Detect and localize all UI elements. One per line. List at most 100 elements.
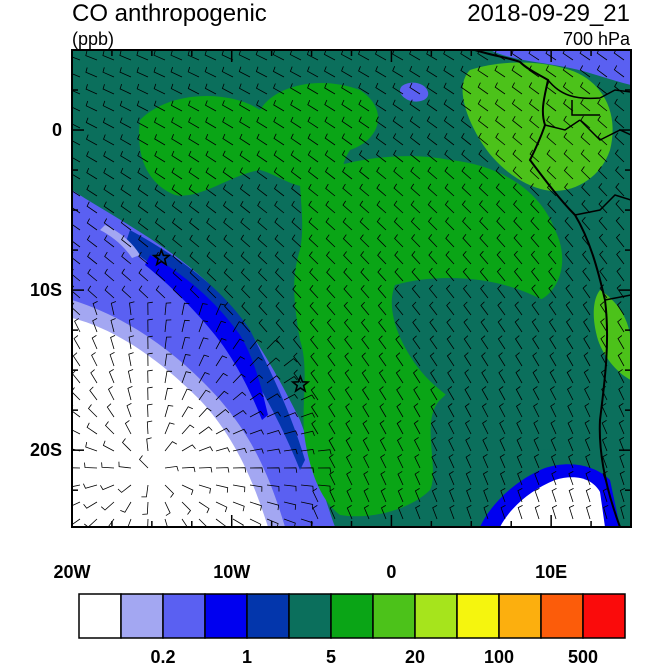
wind-barb: [240, 200, 251, 214]
wind-barb: [614, 132, 625, 146]
wind-barb: [232, 391, 247, 401]
wind-barb: [477, 99, 489, 112]
y-tick-label: 10S: [29, 280, 62, 301]
wind-barb: [412, 318, 421, 333]
wind-barb: [512, 166, 523, 180]
wind-barb: [583, 335, 591, 350]
wind-barb: [257, 251, 268, 265]
wind-barb: [215, 338, 227, 350]
wind-barb: [172, 268, 183, 282]
wind-barb: [317, 484, 331, 492]
wind-barb: [153, 50, 166, 61]
wind-barb: [566, 369, 574, 384]
wind-barb: [598, 199, 608, 214]
wind-barb: [362, 437, 370, 452]
wind-barb: [598, 233, 608, 248]
country-borders: [544, 79, 631, 301]
wind-barb: [411, 284, 421, 299]
wind-barb: [84, 462, 98, 469]
wind-barb: [343, 318, 353, 333]
wind-barb: [290, 100, 302, 112]
wind-barb: [426, 65, 438, 78]
wind-barb: [529, 132, 540, 146]
wind-barb: [266, 430, 281, 436]
wind-barb: [164, 501, 171, 516]
wind-barb: [119, 67, 132, 78]
wind-barb: [566, 352, 574, 367]
x-tick-label: 0: [386, 562, 397, 582]
wind-barb: [121, 235, 132, 248]
wind-barb: [341, 83, 353, 95]
wind-barb: [477, 116, 489, 129]
wind-barb: [514, 301, 523, 316]
wind-barb: [92, 301, 98, 316]
colorbar-label: 0.2: [150, 647, 176, 667]
wind-barb: [324, 99, 336, 112]
wind-barb: [249, 429, 264, 435]
wind-barb: [565, 284, 574, 299]
wind-barb: [300, 501, 314, 510]
wind-barb: [517, 505, 523, 520]
wind-barb: [127, 386, 133, 401]
wind-barb: [258, 285, 268, 299]
y-tick-label: 0: [51, 120, 62, 141]
wind-barb: [582, 267, 591, 282]
wind-barb: [359, 166, 370, 180]
wind-barb: [443, 65, 455, 78]
wind-barb: [343, 268, 353, 282]
wind-barb: [204, 50, 217, 61]
wind-barb: [579, 65, 591, 78]
wind-barb: [198, 501, 210, 514]
wind-barb: [580, 166, 591, 180]
wind-barb: [138, 285, 149, 299]
wind-barb: [414, 488, 421, 503]
wind-barb: [514, 284, 523, 299]
wind-barb: [392, 116, 404, 129]
wind-barb: [447, 386, 455, 401]
wind-barb: [496, 267, 506, 282]
wind-barb: [205, 167, 217, 180]
wind-barb: [429, 318, 438, 333]
wind-barb: [153, 83, 166, 95]
wind-barb: [171, 184, 183, 197]
wind-barb: [164, 370, 173, 384]
wind-barb: [164, 387, 173, 401]
wind-barb: [410, 183, 421, 197]
wind-barb: [496, 200, 506, 214]
wind-barb: [565, 318, 574, 333]
wind-barb: [583, 352, 591, 367]
wind-barb: [426, 133, 438, 146]
wind-barb: [300, 467, 315, 473]
wind-barb: [119, 100, 132, 112]
wind-barb: [85, 442, 98, 452]
wind-barb: [289, 66, 302, 78]
wind-barb: [414, 471, 421, 486]
wind-barb: [137, 150, 149, 163]
wind-barb: [358, 82, 370, 95]
wind-barb: [358, 50, 370, 61]
wind-barb: [232, 467, 247, 473]
wind-barb: [249, 410, 264, 418]
wind-barb: [85, 84, 98, 95]
wind-barb: [584, 437, 591, 452]
wind-barb: [72, 484, 81, 488]
wind-barb: [614, 81, 625, 95]
wind-barb: [124, 420, 132, 435]
wind-barb: [341, 133, 353, 146]
wind-barb: [619, 454, 625, 469]
wind-barb: [345, 437, 353, 452]
wind-barb: [481, 352, 489, 367]
wind-barb: [300, 394, 315, 401]
wind-barb: [181, 424, 195, 435]
wind-barb: [154, 184, 166, 197]
wind-barb: [72, 106, 81, 112]
wind-barb: [445, 217, 455, 231]
wind-barb: [567, 403, 574, 418]
wind-barb: [597, 115, 608, 129]
wind-barb: [103, 151, 115, 163]
wind-barb: [359, 183, 370, 197]
wind-barb: [480, 318, 489, 333]
wind-barb: [310, 352, 319, 367]
wind-barb: [91, 352, 98, 367]
wind-barb: [137, 167, 149, 180]
